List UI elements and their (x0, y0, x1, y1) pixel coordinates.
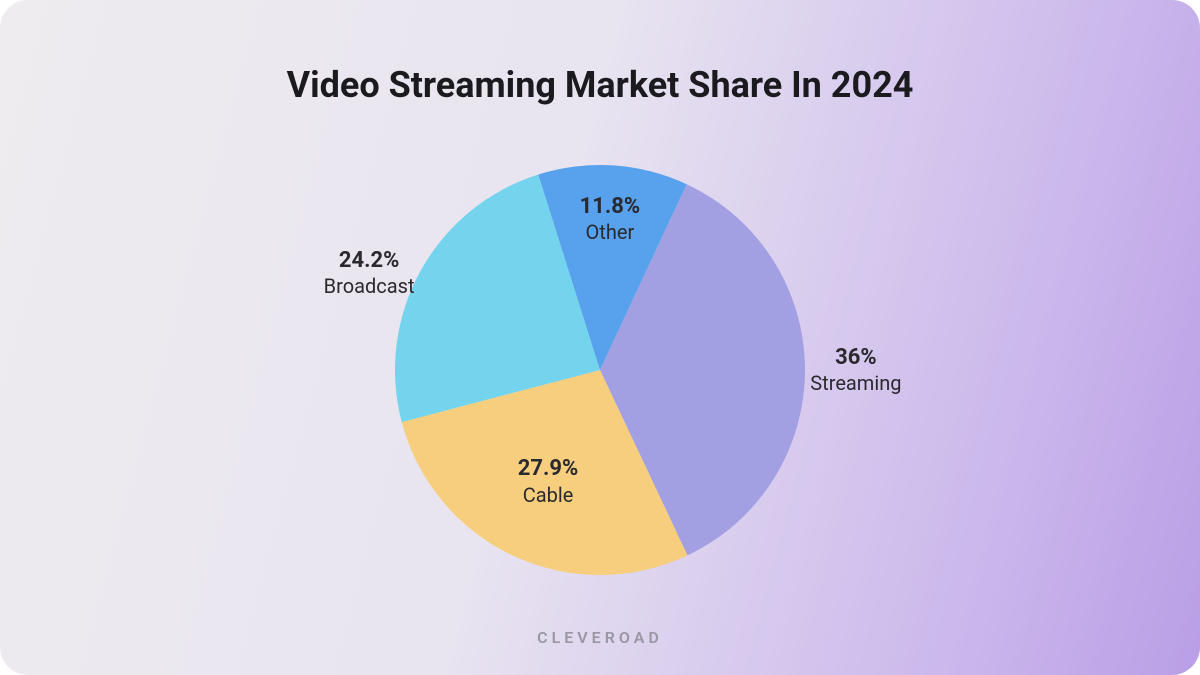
pie-chart: 36%Streaming27.9%Cable24.2%Broadcast11.8… (395, 165, 805, 575)
slice-pct: 27.9% (518, 455, 579, 483)
footer-brand: CLEVEROAD (0, 628, 1200, 647)
chart-title: Video Streaming Market Share In 2024 (0, 64, 1200, 106)
slice-pct: 11.8% (580, 192, 641, 220)
slice-label-other: 11.8%Other (580, 192, 641, 245)
slice-pct: 24.2% (324, 247, 415, 275)
slice-name: Broadcast (324, 274, 415, 299)
slice-label-broadcast: 24.2%Broadcast (324, 247, 415, 300)
slice-name: Streaming (810, 371, 901, 396)
slice-label-cable: 27.9%Cable (518, 455, 579, 508)
slice-name: Other (580, 220, 641, 245)
slice-pct: 36% (810, 343, 901, 371)
slice-name: Cable (518, 483, 579, 508)
slice-label-streaming: 36%Streaming (810, 343, 901, 396)
infographic-card: Video Streaming Market Share In 2024 36%… (0, 0, 1200, 675)
